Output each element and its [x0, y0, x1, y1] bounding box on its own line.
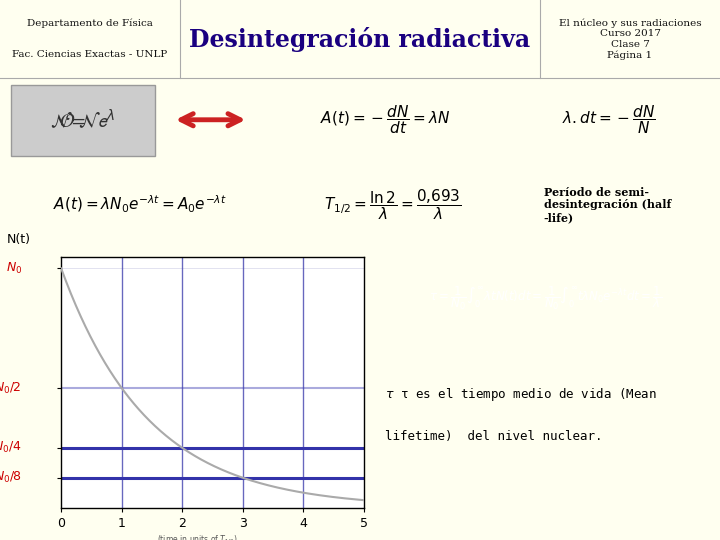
Text: Departamento de Física: Departamento de Física: [27, 19, 153, 28]
Text: $\lambda.dt = -\dfrac{dN}{N}$: $\lambda.dt = -\dfrac{dN}{N}$: [562, 103, 655, 136]
Text: $A(t) = -\dfrac{dN}{dt} = \lambda N$: $A(t) = -\dfrac{dN}{dt} = \lambda N$: [320, 103, 450, 136]
FancyBboxPatch shape: [11, 85, 155, 156]
Text: $N_0/4$: $N_0/4$: [0, 440, 22, 455]
Text: lifetime)  del nivel nuclear.: lifetime) del nivel nuclear.: [384, 430, 602, 443]
Text: (time in units of $T_{1/2}$): (time in units of $T_{1/2}$): [157, 532, 238, 540]
Text: El núcleo y sus radiaciones
Curso 2017
Clase 7
Página 1: El núcleo y sus radiaciones Curso 2017 C…: [559, 18, 701, 60]
Text: Período de semi-
desintegración (half
-life): Período de semi- desintegración (half -l…: [544, 187, 671, 223]
Text: N(t): N(t): [6, 233, 31, 246]
Text: $N_0/8$: $N_0/8$: [0, 470, 22, 485]
Text: $\mathcal{N\!\!\!O\!\!=\!\!\!N}\mathcal{e}^{\lambda}$: $\mathcal{N\!\!\!O\!\!=\!\!\!N}\mathcal{…: [50, 108, 115, 132]
Text: Desintegración radiactiva: Desintegración radiactiva: [189, 26, 531, 52]
Text: $\tau = \dfrac{1}{N_0}\int_0^{\infty} \lambda t N(t)dt = \dfrac{1}{N_0}\int_0^{\: $\tau = \dfrac{1}{N_0}\int_0^{\infty} \l…: [429, 285, 662, 312]
Text: Fac. Ciencias Exactas - UNLP: Fac. Ciencias Exactas - UNLP: [12, 50, 168, 59]
Text: $T_{1/2} = \dfrac{\ln 2}{\lambda} = \dfrac{0{,}693}{\lambda}$: $T_{1/2} = \dfrac{\ln 2}{\lambda} = \dfr…: [323, 187, 462, 222]
Text: $N_0/2$: $N_0/2$: [0, 381, 22, 396]
Text: $N_0$: $N_0$: [6, 261, 22, 276]
Text: $\tau$ τ es el tiempo medio de vida (Mean: $\tau$ τ es el tiempo medio de vida (Mea…: [384, 387, 657, 403]
Text: $A(t) = \lambda N_0 e^{-\lambda t} = A_0 e^{-\lambda t}$: $A(t) = \lambda N_0 e^{-\lambda t} = A_0…: [53, 194, 228, 215]
